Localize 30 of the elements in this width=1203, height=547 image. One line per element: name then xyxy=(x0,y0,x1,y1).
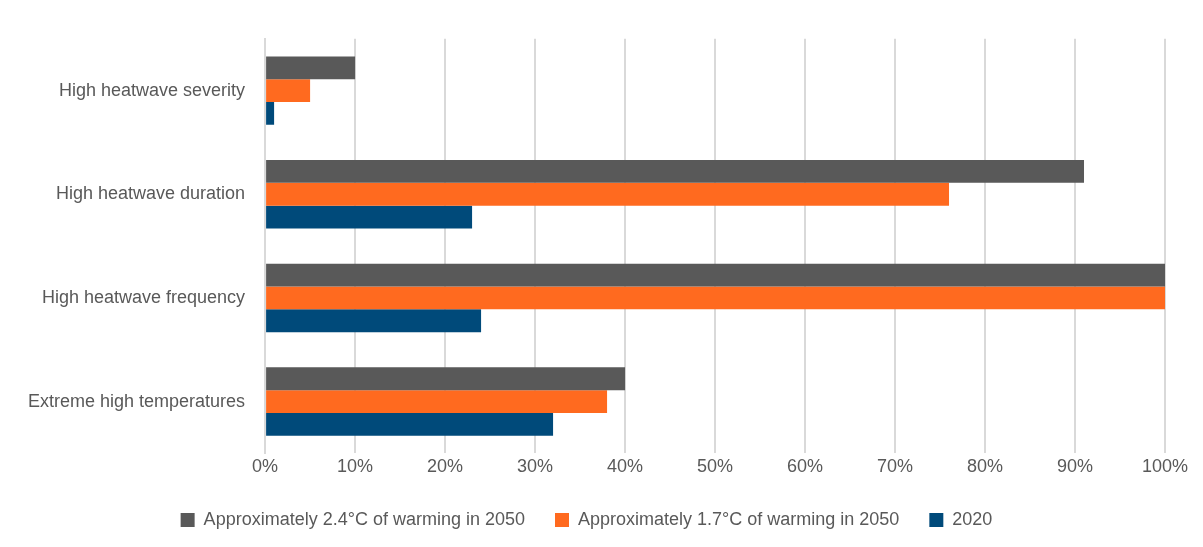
x-tick-label: 30% xyxy=(517,456,554,477)
y-tick-label: High heatwave frequency xyxy=(41,286,246,307)
x-tick-label: 0% xyxy=(252,456,279,477)
x-tick-label: 70% xyxy=(877,456,914,477)
x-tick-label: 10% xyxy=(337,456,374,477)
bar xyxy=(266,56,356,80)
y-tick-label: High heatwave duration xyxy=(55,183,246,204)
legend-label: 2020 xyxy=(952,508,993,529)
legend-label: Approximately 1.7°C of warming in 2050 xyxy=(577,508,900,529)
x-tick-label: 50% xyxy=(697,456,734,477)
x-tick-label: 100% xyxy=(1141,456,1189,477)
y-tick-label: Extreme high temperatures xyxy=(27,390,246,411)
bar xyxy=(266,79,311,103)
bar xyxy=(266,182,950,206)
bar xyxy=(266,412,554,436)
x-tick-label: 90% xyxy=(1056,456,1094,477)
bar xyxy=(266,286,1165,310)
legend-label: Approximately 2.4°C of warming in 2050 xyxy=(203,508,525,529)
bar xyxy=(266,102,275,125)
bar xyxy=(266,390,608,413)
bar xyxy=(266,309,482,333)
bar xyxy=(266,263,1165,287)
bar xyxy=(266,205,473,229)
x-tick-label: 40% xyxy=(607,456,644,477)
x-tick-label: 20% xyxy=(427,456,464,477)
y-tick-label: High heatwave severity xyxy=(59,79,246,100)
x-tick-label: 80% xyxy=(967,456,1004,477)
x-tick-label: 60% xyxy=(787,456,824,477)
bar xyxy=(266,367,626,391)
bar xyxy=(266,160,1085,183)
